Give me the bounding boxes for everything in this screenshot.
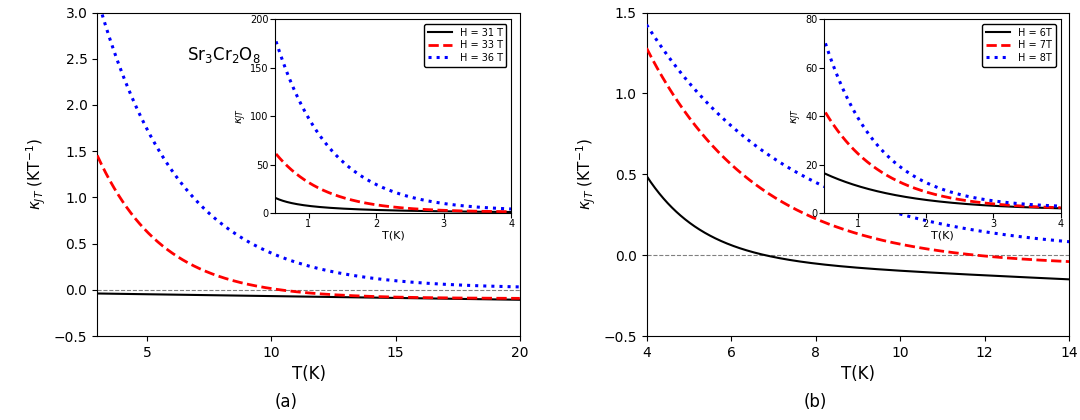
Text: (b): (b) — [804, 394, 827, 412]
Text: Sr$_3$Cr$_2$O$_8$: Sr$_3$Cr$_2$O$_8$ — [187, 45, 261, 65]
X-axis label: T(K): T(K) — [292, 365, 325, 383]
Y-axis label: $\kappa_{JT}$ (KT$^{-1}$): $\kappa_{JT}$ (KT$^{-1}$) — [25, 138, 49, 210]
Text: TlCuCl$_3$: TlCuCl$_3$ — [869, 45, 931, 66]
Text: (a): (a) — [274, 394, 298, 412]
Y-axis label: $\kappa_{JT}$ (KT$^{-1}$): $\kappa_{JT}$ (KT$^{-1}$) — [575, 138, 598, 210]
X-axis label: T(K): T(K) — [841, 365, 875, 383]
